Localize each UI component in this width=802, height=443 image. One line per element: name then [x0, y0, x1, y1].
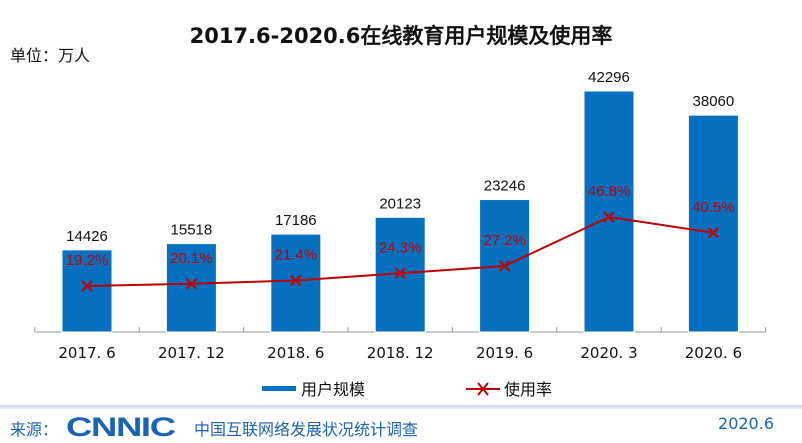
- bar: [61, 249, 113, 333]
- source: 来源： CNNIC 中国互联网络发展状况统计调查: [10, 412, 418, 443]
- x-tick-label: 2017. 12: [158, 344, 225, 362]
- rate-marker: [498, 260, 511, 272]
- rate-label: 24.3%: [379, 239, 422, 256]
- bar: [270, 233, 322, 333]
- bar: [165, 243, 217, 333]
- rate-marker: [394, 267, 406, 279]
- bar: [687, 114, 739, 333]
- rate-marker: [185, 278, 198, 290]
- footer-divider: [0, 405, 802, 409]
- x-tick-label: 2020. 3: [580, 344, 637, 362]
- bar-value-label: 15518: [171, 222, 213, 239]
- rate-label: 20.1%: [170, 250, 213, 267]
- rate-label: 40.5%: [692, 199, 735, 216]
- cnnic-logo: CNNIC: [66, 412, 176, 442]
- legend-bar-label: 用户规模: [301, 380, 365, 399]
- rate-label: 19.2%: [66, 252, 109, 269]
- rate-marker: [290, 274, 302, 287]
- bar-value-label: 20123: [379, 195, 421, 212]
- rate-marker: [707, 227, 720, 239]
- x-tick-label: 2018. 12: [367, 344, 434, 362]
- bar: [583, 90, 635, 333]
- bar-value-label: 42296: [588, 69, 630, 86]
- report-date: 2020.6: [718, 414, 774, 433]
- rate-label: 27.2%: [483, 232, 526, 249]
- source-label: 来源：: [10, 419, 59, 439]
- rate-marker: [81, 280, 93, 292]
- legend-bar-swatch: [262, 386, 296, 391]
- rate-label: 21.4%: [275, 247, 318, 264]
- x-tick-label: 2018. 6: [267, 344, 324, 362]
- bar-value-label: 38060: [693, 93, 735, 110]
- rate-label: 46.8%: [588, 183, 631, 200]
- bar-value-label: 23246: [484, 178, 526, 195]
- bar-value-label: 14426: [66, 228, 108, 245]
- unit-label: 单位：万人: [10, 46, 91, 65]
- chart-title: 2017.6-2020.6在线教育用户规模及使用率: [189, 24, 613, 48]
- legend-x-icon: [477, 382, 489, 396]
- bar-value-label: 17186: [275, 212, 317, 229]
- x-tick-label: 2019. 6: [476, 344, 533, 362]
- x-tick-label: 2017. 6: [58, 344, 115, 362]
- legend-line-label: 使用率: [504, 380, 552, 399]
- rate-marker: [603, 211, 615, 223]
- source-org: 中国互联网络发展状况统计调查: [194, 419, 419, 439]
- x-tick-label: 2020. 6: [685, 344, 742, 362]
